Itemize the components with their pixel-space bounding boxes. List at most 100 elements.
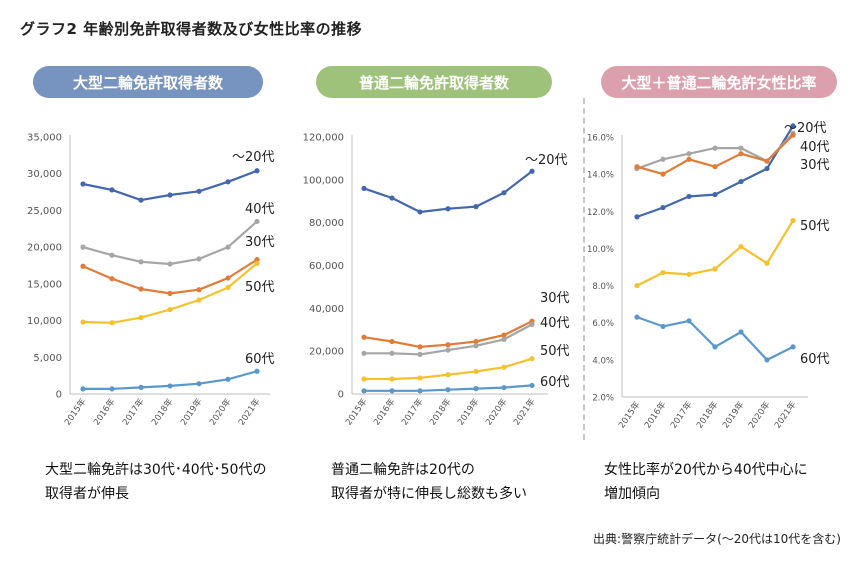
data-point-age50 <box>529 356 535 362</box>
data-point-age60 <box>473 386 479 392</box>
data-point-age60 <box>167 383 173 389</box>
data-point-age50 <box>196 297 202 303</box>
data-point-under20 <box>686 193 692 200</box>
data-point-age40 <box>361 350 367 356</box>
data-point-age60 <box>501 384 507 391</box>
caption-line: 大型二輪免許は30代･40代･50代の <box>45 462 267 478</box>
data-point-age50 <box>712 266 718 272</box>
data-point-under20 <box>417 209 423 215</box>
caption-female-ratio: 女性比率が20代から40代中心に 増加傾向 <box>604 458 808 506</box>
panel-header-large-motorcycle: 大型二輪免許取得者数 <box>33 66 263 98</box>
data-point-age50 <box>225 284 231 291</box>
x-tick-label: 2020年 <box>207 396 234 427</box>
data-point-under20 <box>196 188 202 194</box>
series-label-age50: 50代 <box>800 219 830 234</box>
series-label-under20: ～20代 <box>232 150 275 165</box>
series-label-age50: 50代 <box>245 280 275 295</box>
data-point-age40 <box>660 156 666 162</box>
series-label-age50: 50代 <box>540 344 570 359</box>
data-point-under20 <box>445 206 451 212</box>
data-point-under20 <box>361 185 367 191</box>
data-point-age30 <box>389 338 395 345</box>
y-tick-label: 16.0% <box>587 134 614 144</box>
data-point-age30 <box>167 290 173 297</box>
data-point-under20 <box>501 190 507 196</box>
data-point-age30 <box>501 332 507 338</box>
data-point-under20 <box>138 197 144 203</box>
data-point-age40 <box>389 350 395 356</box>
caption-line: 取得者が特に伸長し総数も多い <box>331 486 527 502</box>
data-point-age60 <box>764 357 770 363</box>
data-point-age40 <box>167 261 173 267</box>
y-tick-label: 20,000 <box>309 347 344 358</box>
y-tick-label: 8.0% <box>592 282 614 292</box>
data-point-age40 <box>196 256 202 262</box>
series-line-age40 <box>82 220 258 266</box>
page-title: グラフ2 年齢別免許取得者数及び女性比率の推移 <box>20 20 363 38</box>
data-point-age30 <box>109 276 115 282</box>
data-point-under20 <box>660 204 666 211</box>
y-tick-label: 30,000 <box>27 169 62 180</box>
x-tick-label: 2021年 <box>236 396 263 427</box>
x-tick-label: 2015年 <box>62 396 89 427</box>
x-tick-label: 2015年 <box>343 396 370 427</box>
y-tick-label: 25,000 <box>27 206 62 217</box>
data-point-age60 <box>790 344 796 350</box>
data-point-age40 <box>80 244 86 250</box>
panel-header-standard-motorcycle: 普通二輪免許取得者数 <box>316 66 552 98</box>
data-point-age30 <box>225 275 231 281</box>
data-point-age60 <box>389 388 395 394</box>
data-point-age50 <box>790 217 796 224</box>
data-point-age40 <box>138 259 144 265</box>
data-point-age50 <box>109 320 115 326</box>
caption-standard-motorcycle: 普通二輪免許は20代の 取得者が特に伸長し総数も多い <box>331 458 527 506</box>
data-point-age30 <box>473 338 479 345</box>
series-label-age30: 30代 <box>800 158 830 173</box>
data-point-age60 <box>445 387 451 393</box>
data-point-age40 <box>225 244 231 250</box>
data-point-age60 <box>254 368 260 374</box>
y-tick-label: 12.0% <box>587 208 614 218</box>
x-tick-label: 2018年 <box>694 399 721 430</box>
series-label-age40: 40代 <box>245 202 275 217</box>
y-tick-label: 100,000 <box>303 175 344 186</box>
data-point-age50 <box>389 376 395 382</box>
data-point-age30 <box>686 156 692 162</box>
data-point-age40 <box>254 218 260 225</box>
x-tick-label: 2016年 <box>91 396 118 427</box>
data-point-age50 <box>254 260 260 266</box>
caption-line: 普通二輪免許は20代の <box>331 462 475 478</box>
x-tick-label: 2018年 <box>427 396 454 427</box>
data-point-age30 <box>738 151 744 157</box>
series-label-age30: 30代 <box>540 291 570 306</box>
data-point-under20 <box>109 187 115 193</box>
x-tick-label: 2017年 <box>120 396 147 427</box>
data-point-age40 <box>686 151 692 157</box>
data-point-age40 <box>445 347 451 353</box>
panel-divider <box>583 98 585 440</box>
x-tick-label: 2021年 <box>511 396 538 427</box>
data-point-age60 <box>660 323 666 330</box>
x-tick-label: 2018年 <box>149 396 176 427</box>
x-tick-label: 2019年 <box>720 399 747 430</box>
series-label-under20: ～20代 <box>784 121 827 136</box>
data-point-under20 <box>167 192 173 198</box>
data-point-under20 <box>389 195 395 201</box>
series-label-age30: 30代 <box>245 235 275 250</box>
data-point-age60 <box>196 381 202 387</box>
data-point-age30 <box>660 171 666 177</box>
data-point-under20 <box>712 191 718 198</box>
series-label-age60: 60代 <box>245 352 275 367</box>
data-point-age50 <box>361 376 367 382</box>
series-label-age40: 40代 <box>800 140 830 155</box>
data-point-age30 <box>80 263 86 269</box>
x-tick-label: 2019年 <box>178 396 205 427</box>
series-label-age40: 40代 <box>540 316 570 331</box>
data-point-age30 <box>417 344 423 350</box>
data-point-age30 <box>790 132 796 138</box>
x-tick-label: 2016年 <box>642 399 669 430</box>
y-tick-label: 80,000 <box>309 218 344 229</box>
data-point-age60 <box>80 386 86 392</box>
panel-header-label: 大型＋普通二輪免許女性比率 <box>621 73 817 92</box>
